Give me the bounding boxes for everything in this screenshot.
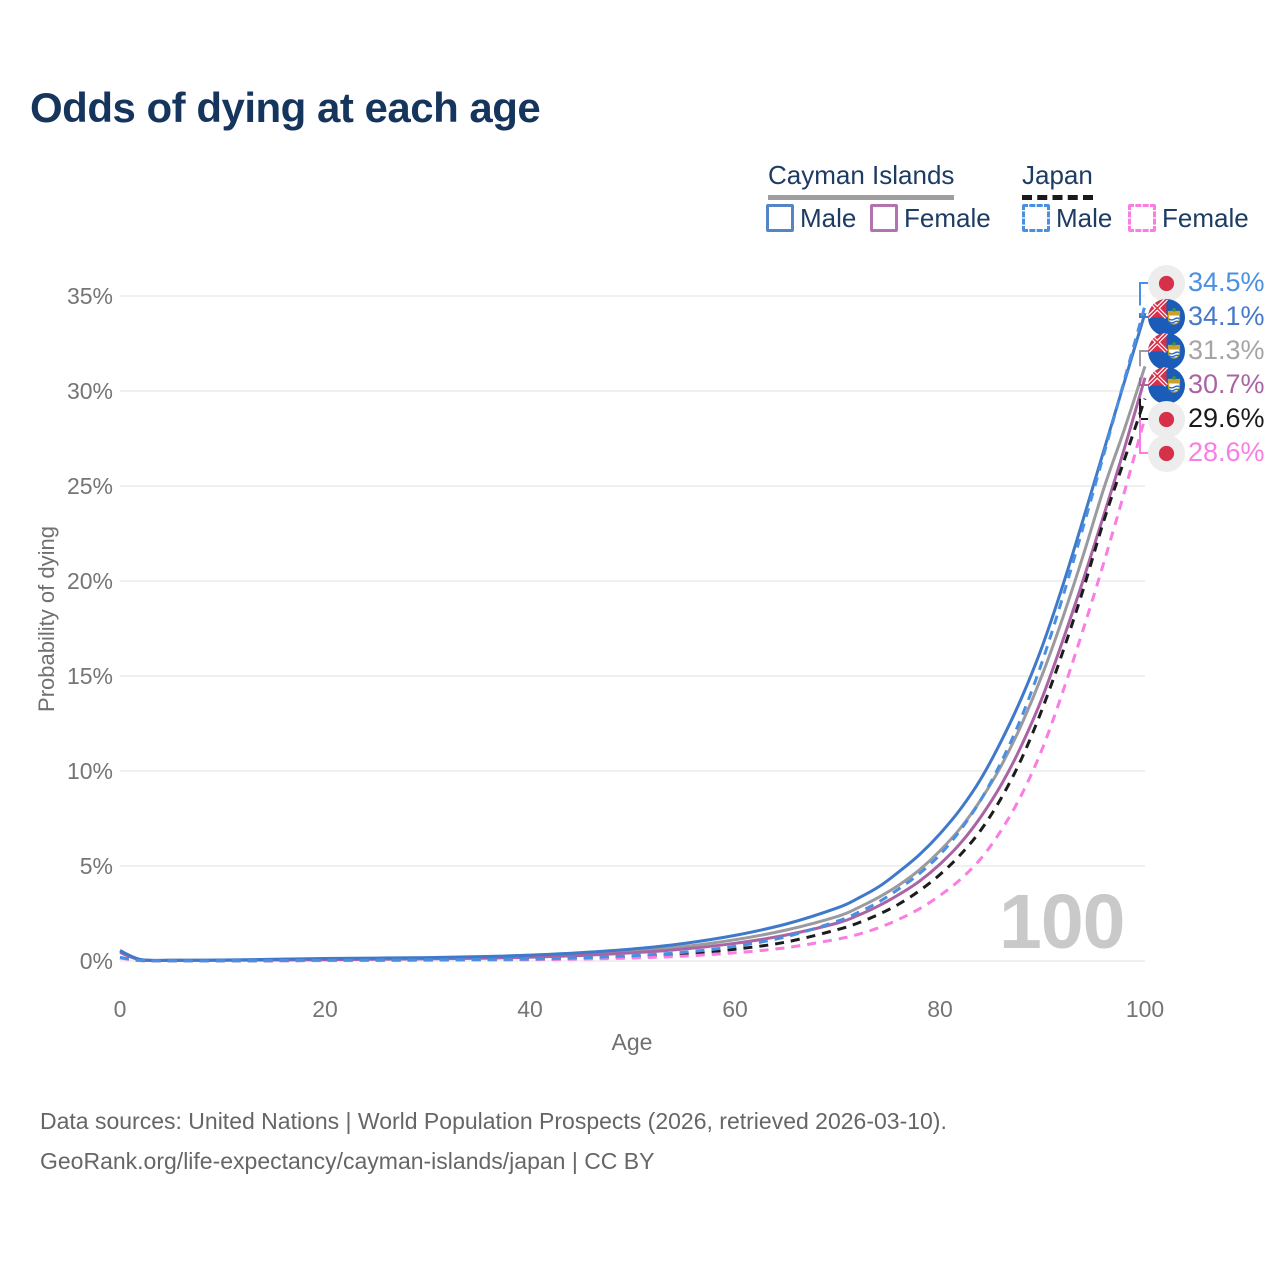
series-line-japan_total	[119, 398, 1147, 963]
y-tick-15: 15%	[66, 663, 113, 689]
cayman-islands-flag-icon	[1148, 332, 1185, 370]
x-tick-60: 60	[722, 996, 748, 1022]
legend-item-japan-male[interactable]: Male	[1022, 203, 1112, 233]
y-tick-30: 30%	[66, 378, 113, 404]
legend-item-cayman-male[interactable]: Male	[766, 203, 856, 233]
series-line-japan_male	[119, 305, 1147, 963]
legend-group-cayman-islands: Cayman Islands	[768, 160, 955, 200]
x-tick-0: 0	[113, 996, 127, 1022]
page-title: Odds of dying at each age	[30, 84, 541, 131]
legend-label: Male	[1056, 202, 1113, 233]
japan-flag-icon	[1148, 400, 1185, 438]
x-axis-title: Age	[611, 1029, 653, 1055]
legend-label: Female	[1162, 202, 1249, 233]
legend-item-japan-female[interactable]: Female	[1128, 203, 1249, 233]
cayman-islands-flag-icon	[1148, 366, 1185, 404]
y-tick-5: 5%	[79, 853, 113, 879]
series-line-cayman_female	[119, 377, 1147, 963]
japan-flag-icon	[1148, 264, 1185, 302]
series-line-cayman_male	[119, 312, 1147, 962]
legend-swatch-japan-female[interactable]	[1128, 204, 1156, 232]
cayman-islands-flag-icon	[1148, 298, 1185, 336]
x-tick-100: 100	[1125, 996, 1165, 1022]
y-tick-35: 35%	[66, 283, 113, 309]
age-watermark: 100	[999, 879, 1125, 965]
end-label-japan_female: 28.6%	[1188, 437, 1265, 467]
y-tick-25: 25%	[66, 473, 113, 499]
attribution-note: GeoRank.org/life-expectancy/cayman-islan…	[40, 1148, 655, 1174]
y-tick-10: 10%	[66, 758, 113, 784]
y-axis-title: Probability of dying	[34, 526, 59, 712]
data-source-note: Data sources: United Nations | World Pop…	[40, 1108, 947, 1134]
japan-flag-icon	[1148, 434, 1185, 472]
series-line-japan_female	[119, 417, 1147, 963]
legend-label: Female	[904, 202, 991, 233]
legend-swatch-japan-male[interactable]	[1022, 204, 1050, 232]
end-label-cayman_male: 34.1%	[1188, 301, 1265, 331]
series-line-cayman_total	[119, 365, 1147, 962]
y-tick-0: 0%	[79, 948, 113, 974]
legend-swatch-cayman-female[interactable]	[870, 204, 898, 232]
legend-item-cayman-female[interactable]: Female	[870, 203, 991, 233]
end-label-cayman_total: 31.3%	[1188, 335, 1265, 365]
end-label-japan_male: 34.5%	[1188, 267, 1265, 297]
legend-swatch-cayman-male[interactable]	[766, 204, 794, 232]
legend-group-japan: Japan	[1022, 160, 1093, 200]
end-label-japan_total: 29.6%	[1188, 403, 1265, 433]
x-tick-80: 80	[927, 996, 953, 1022]
x-tick-20: 20	[312, 996, 338, 1022]
legend-label: Male	[800, 202, 857, 233]
y-tick-20: 20%	[66, 568, 113, 594]
end-label-cayman_female: 30.7%	[1188, 369, 1265, 399]
x-tick-40: 40	[517, 996, 543, 1022]
